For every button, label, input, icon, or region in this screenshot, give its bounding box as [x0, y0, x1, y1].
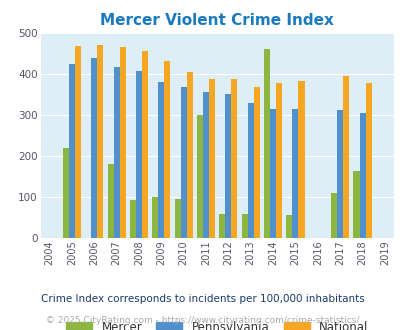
Bar — [69, 64, 75, 238]
Bar — [286, 215, 292, 238]
Bar — [75, 46, 81, 238]
Bar — [342, 76, 348, 238]
Bar — [269, 109, 275, 238]
Bar — [91, 57, 97, 238]
Bar — [253, 87, 259, 238]
Bar — [119, 47, 126, 238]
Bar — [275, 83, 281, 238]
Bar — [225, 94, 231, 238]
Bar — [152, 197, 158, 238]
Bar — [97, 45, 103, 238]
Text: © 2025 CityRating.com - https://www.cityrating.com/crime-statistics/: © 2025 CityRating.com - https://www.city… — [46, 316, 359, 325]
Bar — [158, 82, 164, 238]
Bar — [231, 79, 237, 238]
Bar — [202, 92, 209, 238]
Bar — [364, 82, 371, 238]
Bar — [174, 199, 180, 238]
Bar — [130, 200, 136, 238]
Bar — [142, 51, 148, 238]
Title: Mercer Violent Crime Index: Mercer Violent Crime Index — [100, 13, 333, 28]
Bar — [292, 109, 298, 238]
Bar — [336, 110, 342, 238]
Bar — [196, 115, 202, 238]
Bar — [353, 171, 358, 238]
Text: Crime Index corresponds to incidents per 100,000 inhabitants: Crime Index corresponds to incidents per… — [41, 294, 364, 304]
Bar — [263, 50, 269, 238]
Bar — [186, 72, 192, 238]
Bar — [113, 67, 119, 238]
Bar — [63, 148, 69, 238]
Bar — [136, 71, 142, 238]
Bar — [164, 61, 170, 238]
Bar — [107, 164, 113, 238]
Legend: Mercer, Pennsylvania, National: Mercer, Pennsylvania, National — [66, 321, 367, 330]
Bar — [209, 79, 215, 238]
Bar — [219, 214, 225, 238]
Bar — [330, 193, 336, 238]
Bar — [180, 87, 186, 238]
Bar — [247, 103, 253, 238]
Bar — [358, 113, 364, 238]
Bar — [241, 214, 247, 238]
Bar — [298, 81, 304, 238]
